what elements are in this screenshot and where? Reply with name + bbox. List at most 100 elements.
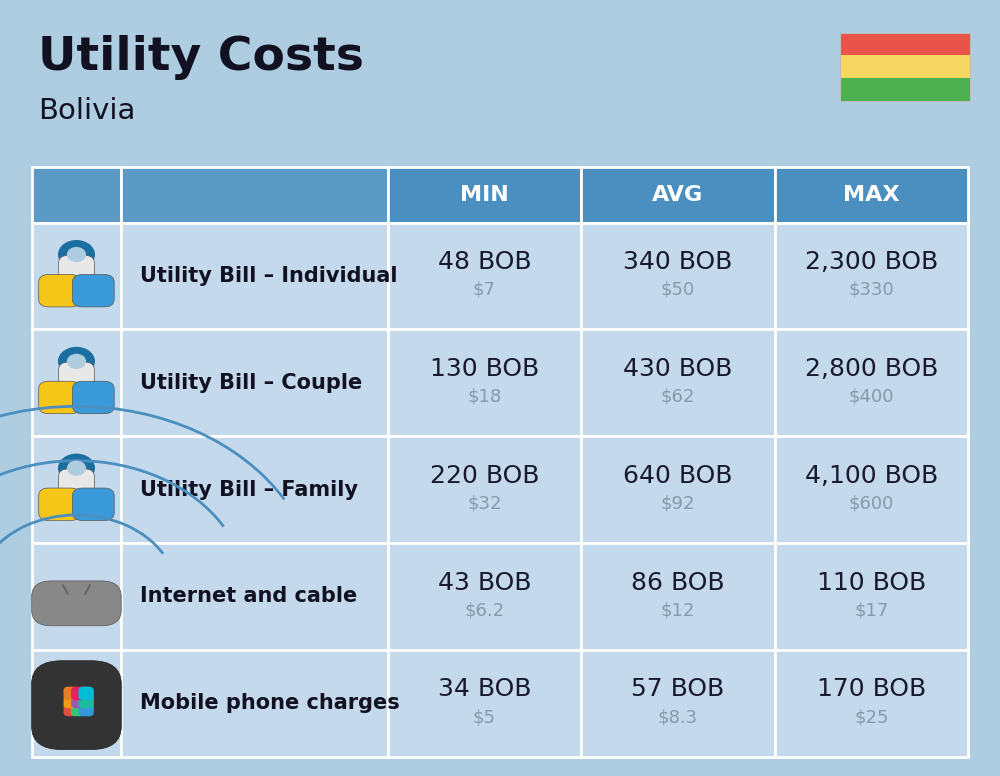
FancyBboxPatch shape [71,695,86,708]
Text: 4,100 BOB: 4,100 BOB [805,464,938,488]
FancyBboxPatch shape [71,687,86,700]
FancyBboxPatch shape [121,167,388,223]
FancyBboxPatch shape [775,330,968,436]
Text: Bolivia: Bolivia [38,97,135,125]
Text: 34 BOB: 34 BOB [438,677,531,702]
Circle shape [59,241,94,268]
FancyBboxPatch shape [775,650,968,757]
FancyBboxPatch shape [59,255,94,288]
FancyBboxPatch shape [32,223,121,330]
FancyBboxPatch shape [32,660,121,750]
Text: 2,300 BOB: 2,300 BOB [805,250,938,274]
Text: $400: $400 [849,388,894,406]
FancyBboxPatch shape [59,362,94,394]
Text: $5: $5 [473,708,496,726]
Circle shape [68,461,85,475]
Text: 57 BOB: 57 BOB [631,677,724,702]
FancyBboxPatch shape [72,488,114,521]
Text: 110 BOB: 110 BOB [817,570,926,594]
Text: Internet and cable: Internet and cable [140,587,357,606]
FancyBboxPatch shape [581,330,775,436]
Text: $92: $92 [661,494,695,512]
Text: 86 BOB: 86 BOB [631,570,725,594]
Text: 170 BOB: 170 BOB [817,677,926,702]
FancyBboxPatch shape [121,330,388,436]
Text: 340 BOB: 340 BOB [623,250,733,274]
FancyBboxPatch shape [840,55,970,78]
Text: Utility Bill – Individual: Utility Bill – Individual [140,266,397,286]
Text: 220 BOB: 220 BOB [430,464,539,488]
Circle shape [59,348,94,375]
Text: Mobile phone charges: Mobile phone charges [140,693,399,713]
Circle shape [68,248,85,262]
FancyBboxPatch shape [78,695,94,708]
Bar [840,33,970,101]
FancyBboxPatch shape [388,330,581,436]
FancyBboxPatch shape [581,543,775,650]
Text: 640 BOB: 640 BOB [623,464,733,488]
FancyBboxPatch shape [32,650,121,757]
FancyBboxPatch shape [32,330,121,436]
FancyBboxPatch shape [775,167,968,223]
FancyBboxPatch shape [388,167,581,223]
Text: MIN: MIN [460,185,509,205]
Text: 430 BOB: 430 BOB [623,357,733,381]
Text: 2,800 BOB: 2,800 BOB [805,357,938,381]
Text: $7: $7 [473,281,496,299]
FancyBboxPatch shape [39,488,81,521]
FancyBboxPatch shape [32,581,121,625]
FancyBboxPatch shape [775,436,968,543]
FancyBboxPatch shape [121,650,388,757]
FancyBboxPatch shape [72,381,114,414]
FancyBboxPatch shape [840,78,970,101]
Circle shape [68,355,85,369]
FancyBboxPatch shape [78,703,94,716]
FancyBboxPatch shape [66,691,87,717]
FancyBboxPatch shape [388,223,581,330]
Text: $18: $18 [467,388,502,406]
Text: AVG: AVG [652,185,703,205]
FancyBboxPatch shape [39,275,81,307]
FancyBboxPatch shape [388,436,581,543]
Text: $600: $600 [849,494,894,512]
FancyBboxPatch shape [64,703,79,716]
Text: $17: $17 [854,601,888,619]
Text: MAX: MAX [843,185,900,205]
FancyBboxPatch shape [64,687,79,700]
FancyBboxPatch shape [121,436,388,543]
FancyBboxPatch shape [59,469,94,501]
Text: Utility Bill – Couple: Utility Bill – Couple [140,373,362,393]
Text: $6.2: $6.2 [464,601,504,619]
FancyBboxPatch shape [121,543,388,650]
FancyBboxPatch shape [71,703,86,716]
Text: $25: $25 [854,708,889,726]
FancyBboxPatch shape [32,436,121,543]
Text: 48 BOB: 48 BOB [438,250,531,274]
Text: $330: $330 [848,281,894,299]
Text: $8.3: $8.3 [658,708,698,726]
FancyBboxPatch shape [39,381,81,414]
FancyBboxPatch shape [775,543,968,650]
Text: $50: $50 [661,281,695,299]
FancyBboxPatch shape [581,436,775,543]
FancyBboxPatch shape [78,687,94,700]
FancyBboxPatch shape [121,223,388,330]
FancyBboxPatch shape [581,167,775,223]
FancyBboxPatch shape [32,543,121,650]
Text: Utility Costs: Utility Costs [38,35,364,80]
Circle shape [59,454,94,482]
FancyBboxPatch shape [581,223,775,330]
FancyBboxPatch shape [388,543,581,650]
Text: $62: $62 [661,388,695,406]
Text: $32: $32 [467,494,502,512]
Text: Utility Bill – Family: Utility Bill – Family [140,480,358,500]
Text: 130 BOB: 130 BOB [430,357,539,381]
Text: $12: $12 [661,601,695,619]
Text: 43 BOB: 43 BOB [438,570,531,594]
FancyBboxPatch shape [72,275,114,307]
FancyBboxPatch shape [64,695,79,708]
FancyBboxPatch shape [388,650,581,757]
FancyBboxPatch shape [775,223,968,330]
FancyBboxPatch shape [32,167,121,223]
FancyBboxPatch shape [581,650,775,757]
